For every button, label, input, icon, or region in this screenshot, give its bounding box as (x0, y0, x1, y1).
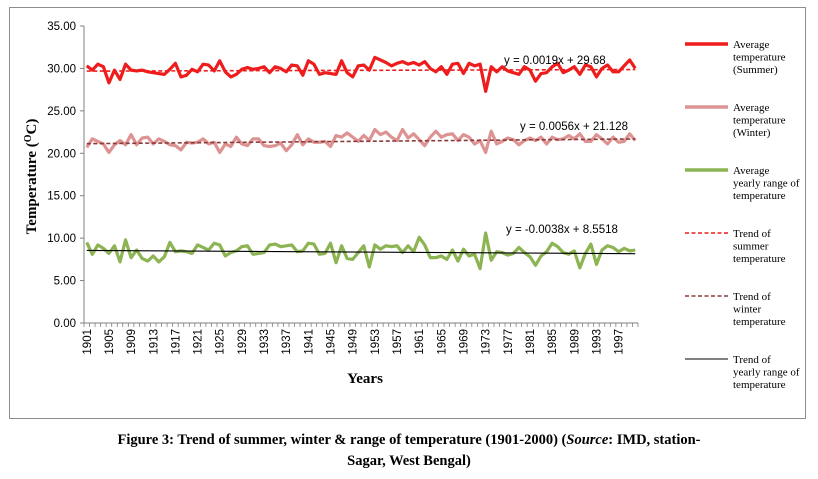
trend-line-3 (86, 249, 636, 255)
x-tick-label: 1981 (525, 329, 537, 355)
x-tick-label: 1945 (326, 329, 338, 355)
legend-label-3: Average (733, 165, 770, 177)
caption-text-a: Figure 3: Trend of summer, winter & rang… (117, 432, 567, 448)
trend-line-1 (86, 68, 636, 72)
x-tick-label: 1917 (170, 329, 182, 355)
legend-label-5: temperature (733, 316, 786, 328)
caption-line-2: Sagar, West Bengal) (347, 453, 471, 469)
y-tick-label: 15.00 (47, 191, 76, 203)
series-line-2 (85, 127, 637, 155)
x-tick-label: 1993 (591, 329, 603, 355)
legend-label-2: Average (733, 102, 770, 114)
temperature-line-chart: 0.00 5.00 10.00 15.00 20.00 25.00 30.00 35.00 19… (23, 21, 800, 391)
y-tick-label: 30.00 (47, 63, 76, 75)
legend-label-3: temperature (733, 190, 786, 202)
legend-label-2: temperature (733, 115, 786, 127)
caption-text-b: : IMD, station- (608, 432, 701, 448)
caption-source-word: Source (566, 432, 609, 448)
trend-equation-2: y = 0.0056x + 21.128 (520, 121, 628, 133)
figure-caption: Figure 3: Trend of summer, winter & rang… (0, 430, 818, 472)
x-tick-label: 1961 (414, 329, 426, 355)
x-tick-label: 1997 (614, 329, 626, 355)
legend-label-1: (Summer) (733, 64, 778, 76)
legend-label-4: temperature (733, 253, 786, 265)
legend-label-4: summer (733, 241, 769, 253)
caption-line-1: Figure 3: Trend of summer, winter & rang… (0, 430, 818, 451)
legend-label-6: temperature (733, 379, 786, 391)
x-tick-label: 1953 (370, 329, 382, 355)
x-tick-label: 1969 (458, 329, 470, 355)
y-tick-label: 25.00 (47, 106, 76, 118)
x-tick-label: 1985 (547, 329, 559, 355)
x-tick-label: 1913 (148, 329, 160, 355)
legend-label-5: winter (733, 304, 761, 316)
x-tick-label: 1901 (82, 329, 94, 355)
y-tick-label: 20.00 (47, 148, 76, 160)
x-tick-label: 1929 (237, 329, 249, 355)
trend-line-2 (86, 138, 636, 145)
y-tick-label: 10.00 (47, 233, 76, 245)
x-tick-label: 1941 (303, 329, 315, 355)
trend-equation-1: y = 0.0019x + 29.68 (504, 55, 606, 67)
legend-label-2: (Winter) (733, 127, 771, 139)
x-axis-title: Years (347, 371, 383, 387)
y-tick-label: 35.00 (47, 21, 76, 33)
legend-label-6: Trend of (733, 354, 771, 366)
x-tick-label: 1989 (569, 329, 581, 355)
legend-label-4: Trend of (733, 228, 771, 240)
trend-equation-3: y = -0.0038x + 8.5518 (506, 224, 618, 236)
legend-label-6: yearly range of (733, 367, 800, 379)
x-tick-label: 1949 (348, 329, 360, 355)
y-axis-title: Temperature (OC) (23, 119, 41, 235)
y-tick-label: 5.00 (54, 276, 76, 288)
x-tick-label: 1937 (281, 329, 293, 355)
legend-label-3: yearly range of (733, 178, 800, 190)
x-tick-label: 1905 (104, 329, 116, 355)
legend-label-5: Trend of (733, 291, 771, 303)
chart-frame (9, 7, 806, 419)
legend-label-1: Average (733, 39, 770, 51)
x-tick-label: 1909 (126, 329, 138, 355)
x-tick-label: 1933 (259, 329, 271, 355)
x-tick-label: 1977 (503, 329, 515, 355)
x-tick-label: 1973 (481, 329, 493, 355)
y-tick-label: 0.00 (54, 318, 76, 330)
x-tick-label: 1925 (215, 329, 227, 355)
x-tick-label: 1921 (193, 329, 205, 355)
legend-label-1: temperature (733, 52, 786, 64)
x-tick-label: 1965 (436, 329, 448, 355)
x-tick-label: 1957 (392, 329, 404, 355)
